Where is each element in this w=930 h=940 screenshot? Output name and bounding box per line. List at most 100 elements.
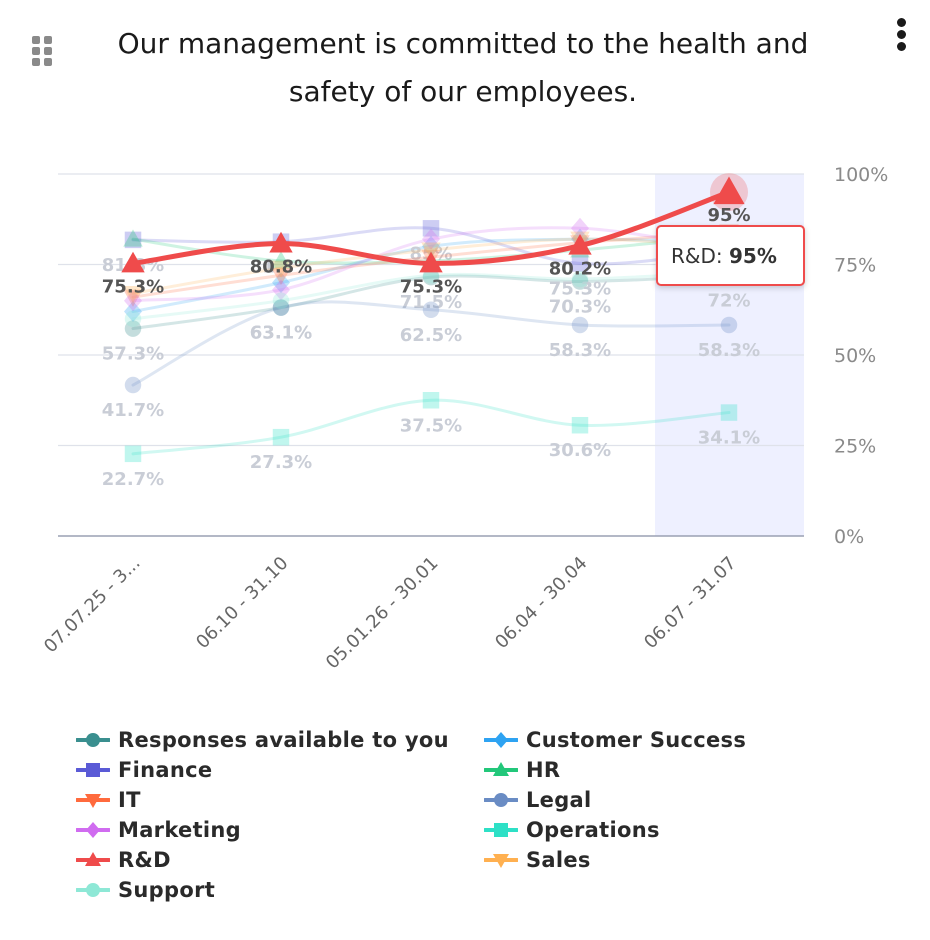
legend-label: IT — [118, 787, 141, 812]
series-line-customer-success — [131, 237, 731, 314]
data-point — [123, 289, 143, 307]
data-point — [720, 316, 738, 334]
data-point — [121, 251, 145, 273]
data-label: 80.2% — [549, 259, 611, 280]
data-label: 75.3% — [102, 276, 164, 297]
data-point — [422, 392, 440, 409]
data-label: 72% — [707, 290, 750, 311]
legend-label: Finance — [118, 757, 213, 782]
data-point — [571, 217, 589, 239]
x-tick-label: 06.04 - 30.04 — [491, 553, 591, 653]
legend-item-support[interactable]: Support — [76, 876, 484, 903]
series-line-marketing — [131, 226, 731, 303]
data-point — [720, 404, 738, 421]
legend-item-sales[interactable]: Sales — [484, 846, 836, 873]
legend-item-finance[interactable]: Finance — [76, 756, 484, 783]
data-label: 75.3% — [549, 278, 611, 299]
y-tick-label: 50% — [834, 345, 876, 367]
legend-marker-icon — [484, 792, 518, 807]
series-line-finance — [131, 226, 731, 266]
data-point — [123, 285, 143, 304]
legend-label: Operations — [526, 817, 660, 842]
legend-label: Legal — [526, 787, 592, 812]
data-point — [571, 316, 589, 334]
data-point — [422, 301, 440, 318]
data-point — [271, 267, 291, 286]
series-line-sales — [131, 237, 731, 295]
data-point — [124, 310, 142, 328]
data-label: 57.3% — [102, 344, 164, 365]
tooltip-series: R&D — [671, 244, 716, 268]
data-label: 63.1% — [250, 323, 312, 344]
legend-marker-icon — [76, 882, 110, 897]
data-label: 70.3% — [549, 297, 611, 318]
data-point — [271, 251, 291, 269]
legend-label: HR — [526, 757, 561, 782]
data-point — [422, 235, 440, 257]
legend-item-responses-available-to-you[interactable]: Responses available to you — [76, 726, 484, 753]
line-chart: 0% 25% 50% 75% 100% 07.07.25 - 3... 06.10 - 31… — [40, 164, 888, 674]
tooltip-text: R&D: 95% — [671, 244, 777, 268]
series-line-responses-available-to-you — [131, 273, 731, 331]
data-point — [123, 229, 143, 247]
data-label: 30.6% — [549, 440, 611, 461]
data-label: 80.8% — [250, 257, 312, 278]
series-line-operations — [131, 398, 731, 456]
x-tick-label: 06.10 - 31.10 — [192, 553, 292, 653]
data-label: 63.1% — [250, 323, 312, 344]
drag-handle-icon[interactable] — [32, 36, 56, 66]
legend-item-marketing[interactable]: Marketing — [76, 816, 484, 843]
series-line-support — [131, 270, 731, 321]
x-tick-label: 07.07.25 - 3... — [40, 553, 144, 657]
x-tick-label: 05.01.26 - 30.01 — [322, 553, 443, 674]
data-label: 58.3% — [698, 340, 760, 361]
data-point — [571, 416, 589, 434]
data-point — [124, 376, 142, 394]
data-label: 41.7% — [102, 400, 164, 421]
data-point — [124, 231, 142, 249]
data-label: 37.5% — [400, 415, 462, 436]
chart-title: Our management is committed to the healt… — [117, 27, 809, 108]
legend-label: Responses available to you — [118, 727, 449, 752]
data-label: 75.3% — [400, 276, 462, 297]
data-label: 27.3% — [250, 452, 312, 473]
data-point — [272, 299, 290, 316]
data-point — [124, 301, 142, 323]
y-tick-label: 75% — [834, 255, 876, 277]
tooltip-value: 95% — [729, 244, 777, 268]
legend-item-legal[interactable]: Legal — [484, 786, 836, 813]
data-point — [124, 320, 142, 337]
legend-label: R&D — [118, 847, 171, 872]
legend-marker-icon — [76, 793, 110, 808]
legend-marker-icon — [76, 821, 110, 838]
legend-marker-icon — [76, 762, 110, 777]
data-point — [272, 279, 290, 301]
data-point — [124, 445, 142, 463]
data-point — [124, 290, 142, 312]
legend-item-it[interactable]: IT — [76, 786, 484, 813]
more-options-icon[interactable] — [890, 16, 914, 56]
y-tick-label: 0% — [834, 526, 864, 548]
data-point — [422, 220, 440, 237]
chart-legend: Responses available to you Customer Succe… — [76, 726, 836, 903]
x-tick-label: 06.07 - 31.07 — [640, 553, 740, 653]
data-label: 58.3% — [549, 340, 611, 361]
legend-item-hr[interactable]: HR — [484, 756, 836, 783]
data-point — [422, 228, 440, 250]
data-point — [421, 242, 441, 260]
tooltip: R&D: 95% — [656, 225, 805, 286]
data-label: 81.3% — [250, 257, 312, 278]
data-point — [272, 428, 290, 446]
data-label: 34.1% — [698, 428, 760, 449]
legend-item-customer-success[interactable]: Customer Success — [484, 726, 836, 753]
data-label: 22.7% — [102, 469, 164, 490]
legend-marker-icon — [484, 822, 518, 837]
data-label: 95% — [707, 205, 750, 226]
legend-item-randd[interactable]: R&D — [76, 846, 484, 873]
legend-marker-icon — [76, 851, 110, 866]
tooltip-box — [656, 225, 805, 286]
data-point — [419, 251, 443, 273]
legend-marker-icon — [484, 731, 518, 748]
legend-item-operations[interactable]: Operations — [484, 816, 836, 843]
series-line-legal — [131, 300, 731, 387]
